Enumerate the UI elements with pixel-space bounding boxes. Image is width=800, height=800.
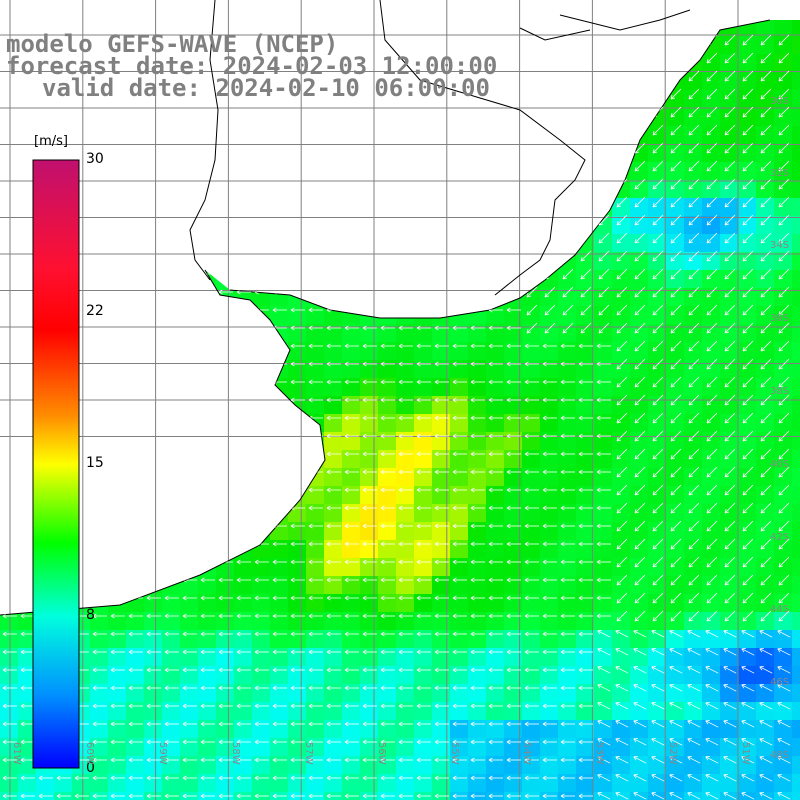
title-forecast-date: forecast date: 2024-02-03 12:00:00 <box>6 52 498 80</box>
colorbar-unit: [m/s] <box>34 134 68 149</box>
colorbar-tick-0: 0 <box>86 760 95 776</box>
lat-label-34s: 34S <box>770 240 790 251</box>
title-model: modelo GEFS-WAVE (NCEP) <box>6 30 339 58</box>
lon-label-57w: 57W <box>303 742 314 765</box>
colorbar-tick-30: 30 <box>86 151 104 167</box>
lat-label-46s: 46S <box>770 677 790 688</box>
colorbar-tick-15: 15 <box>86 455 104 471</box>
lat-label-44s: 44S <box>770 604 790 615</box>
title-valid-date: valid date: 2024-02-10 06:00:00 <box>42 74 490 102</box>
lon-label-53w: 53W <box>594 742 605 765</box>
lon-label-60w: 60W <box>84 742 95 765</box>
colorbar-tick-22: 22 <box>86 303 104 319</box>
lat-label-38s: 38S <box>770 386 790 397</box>
lat-label-32s: 32S <box>770 168 790 179</box>
lon-label-61w: 61W <box>11 742 22 765</box>
lon-label-52w: 52W <box>667 742 678 765</box>
lat-label-40s: 40S <box>770 459 790 470</box>
lat-label-30s: 30S <box>770 96 790 107</box>
lon-label-54w: 54W <box>521 742 532 765</box>
colorbar-bar <box>32 159 80 769</box>
lat-label-42s: 42S <box>770 532 790 543</box>
lon-label-58w: 58W <box>230 742 241 765</box>
lat-label-48s: 48S <box>770 750 790 761</box>
lon-label-51w: 51W <box>740 742 751 765</box>
lat-label-36s: 36S <box>770 313 790 324</box>
coastline <box>0 0 771 616</box>
colorbar-tick-8: 8 <box>86 607 95 623</box>
lon-label-55w: 55W <box>449 742 460 765</box>
lon-label-59w: 59W <box>157 742 168 765</box>
lon-label-56w: 56W <box>376 742 387 765</box>
